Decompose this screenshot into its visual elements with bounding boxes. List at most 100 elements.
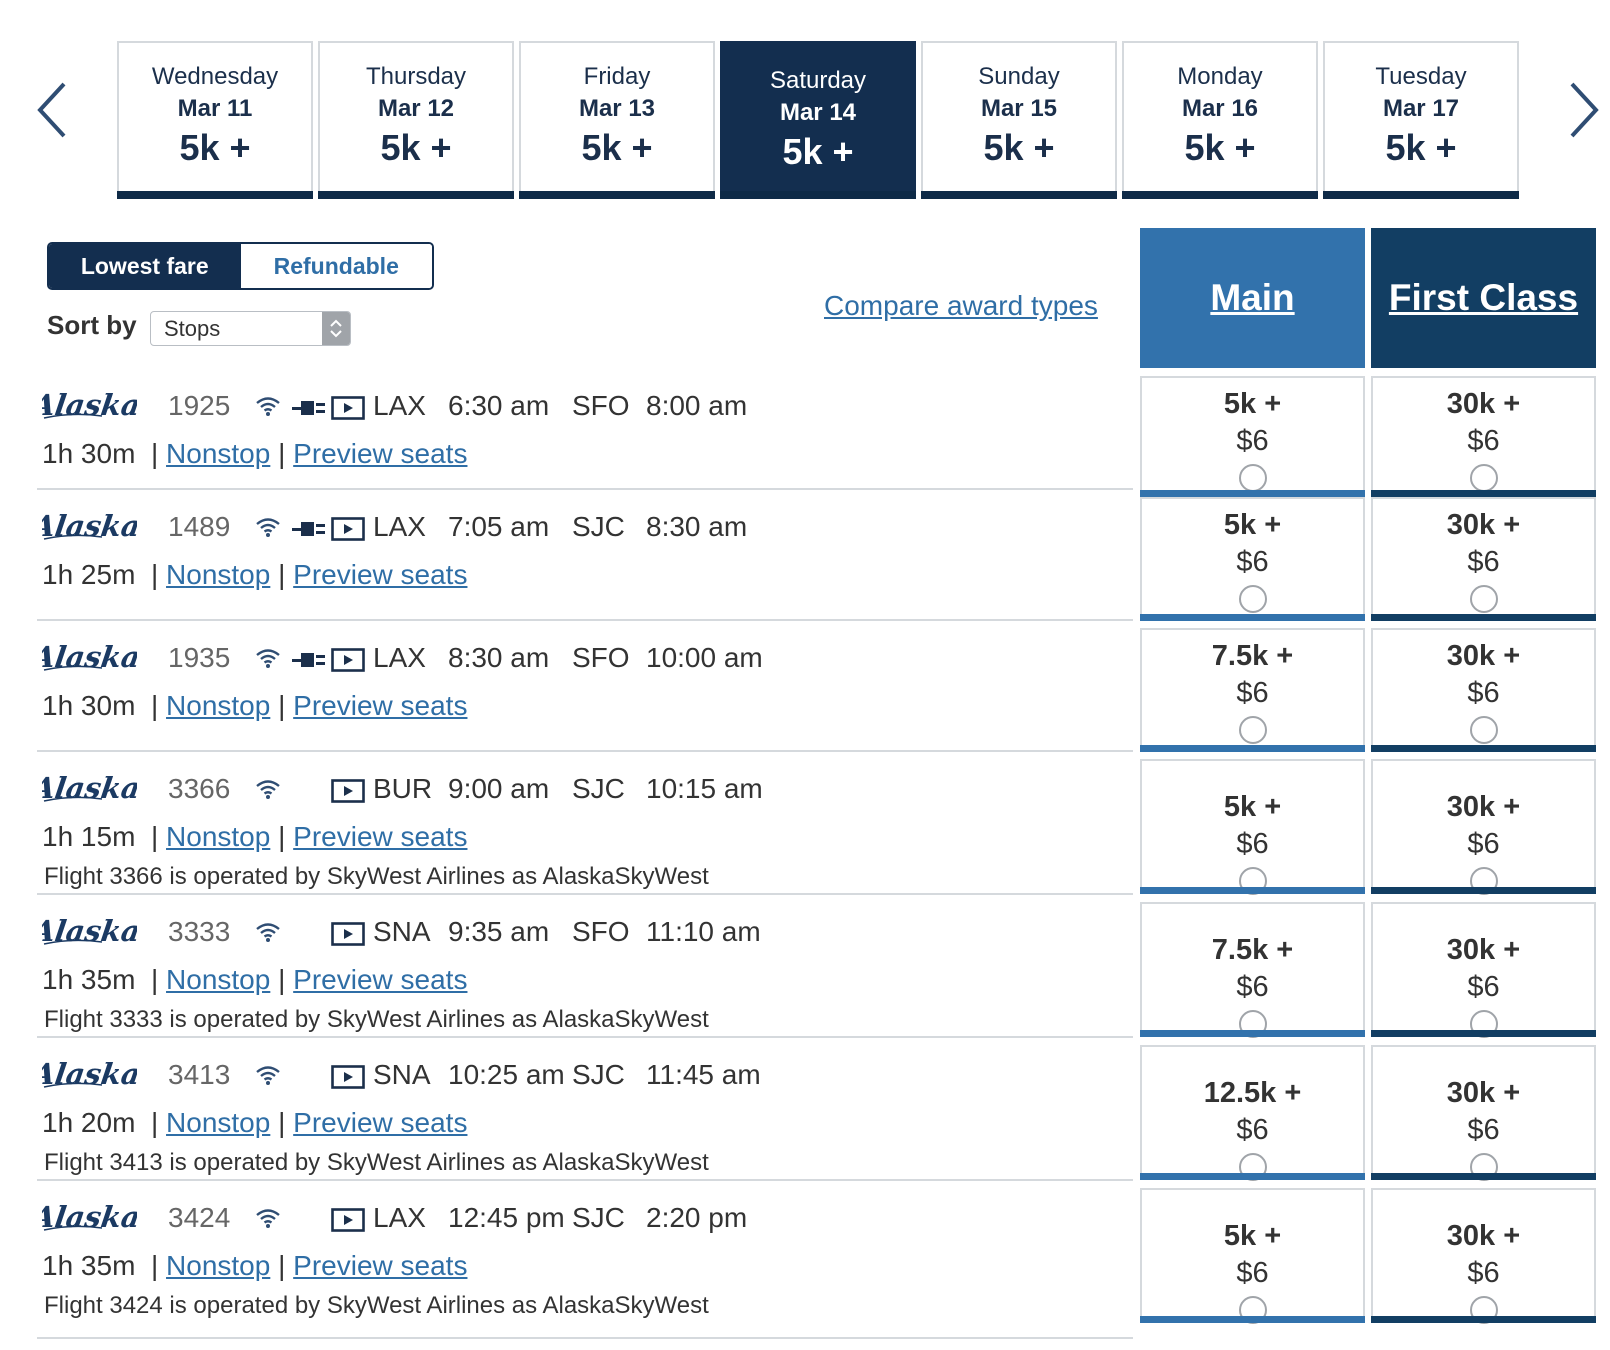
fare-radio[interactable]	[1238, 1296, 1267, 1324]
fare-radio[interactable]	[1469, 1153, 1498, 1181]
fare-radio[interactable]	[1238, 464, 1267, 492]
flight-duration: 1h 30m	[42, 690, 136, 721]
row-divider	[37, 619, 1133, 621]
fare-tax: $6	[1467, 1257, 1500, 1289]
flight-duration: 1h 25m	[42, 559, 136, 590]
fare-miles: 7.5k +	[1211, 934, 1294, 966]
date-tab[interactable]: Saturday Mar 14 5k +	[720, 41, 916, 199]
fare-cell-first[interactable]: 30k + $6	[1371, 1188, 1596, 1324]
preview-seats-link[interactable]: Preview seats	[293, 964, 468, 995]
fare-radio[interactable]	[1469, 716, 1498, 744]
fare-tax: $6	[1236, 1257, 1269, 1289]
nonstop-link[interactable]: Nonstop	[166, 438, 271, 469]
date-tab[interactable]: Wednesday Mar 11 5k +	[117, 41, 313, 199]
wifi-icon	[255, 647, 281, 669]
compare-award-types-link[interactable]: Compare award types	[824, 290, 1098, 321]
fare-cell-first[interactable]: 30k + $6	[1371, 497, 1596, 621]
fare-radio[interactable]	[1469, 867, 1498, 895]
fare-radio[interactable]	[1238, 867, 1267, 895]
nonstop-link[interactable]: Nonstop	[166, 821, 271, 852]
date-tab[interactable]: Sunday Mar 15 5k +	[921, 41, 1117, 199]
preview-seats-link[interactable]: Preview seats	[293, 690, 468, 721]
fare-miles: 5k +	[1223, 791, 1282, 823]
fare-radio[interactable]	[1238, 585, 1267, 613]
date-tab[interactable]: Friday Mar 13 5k +	[519, 41, 715, 199]
arrival-time: 8:30 am	[646, 511, 748, 542]
fare-cell-main[interactable]: 7.5k + $6	[1140, 902, 1365, 1038]
date-tab[interactable]: Tuesday Mar 17 5k +	[1323, 41, 1519, 199]
fare-cell-main[interactable]: 5k + $6	[1140, 759, 1365, 895]
fare-miles: 30k +	[1446, 1220, 1521, 1252]
date-tab-day: Sunday	[978, 63, 1060, 90]
lowest-fare-option[interactable]: Lowest fare	[49, 244, 241, 288]
fare-radio[interactable]	[1469, 585, 1498, 613]
date-tab-price: 5k +	[1184, 127, 1256, 168]
fare-cell-first[interactable]: 30k + $6	[1371, 759, 1596, 895]
nonstop-link[interactable]: Nonstop	[166, 1250, 271, 1281]
row-divider	[37, 893, 1133, 895]
fare-radio[interactable]	[1238, 716, 1267, 744]
separator: |	[270, 559, 294, 590]
separator: |	[135, 964, 167, 995]
preview-seats-link[interactable]: Preview seats	[293, 821, 468, 852]
arrival-time: 11:10 am	[646, 916, 761, 947]
fare-tax: $6	[1236, 828, 1269, 860]
fare-cell-main[interactable]: 5k + $6	[1140, 497, 1365, 621]
separator: |	[270, 438, 294, 469]
date-tab-date: Mar 13	[578, 95, 656, 122]
power-outlet-icon	[292, 649, 326, 671]
fare-cell-main[interactable]: 7.5k + $6	[1140, 628, 1365, 752]
preview-seats-link[interactable]: Preview seats	[293, 1107, 468, 1138]
operator-note: Flight 3333 is operated by SkyWest Airli…	[44, 1006, 709, 1033]
date-tab-date: Mar 15	[980, 95, 1058, 122]
row-divider	[37, 1337, 1133, 1339]
flight-details-line: 1h 15m | Nonstop | Preview seats	[42, 821, 467, 853]
fare-radio[interactable]	[1238, 1153, 1267, 1181]
fare-radio[interactable]	[1469, 464, 1498, 492]
flight-duration: 1h 30m	[42, 438, 136, 469]
fare-cell-first[interactable]: 30k + $6	[1371, 628, 1596, 752]
preview-seats-link[interactable]: Preview seats	[293, 1250, 468, 1281]
date-tab-date: Mar 12	[377, 95, 455, 122]
fare-tax: $6	[1467, 425, 1500, 457]
operator-note: Flight 3413 is operated by SkyWest Airli…	[44, 1149, 709, 1176]
row-divider	[37, 1179, 1133, 1181]
flight-details-line: 1h 20m | Nonstop | Preview seats	[42, 1107, 467, 1139]
preview-seats-link[interactable]: Preview seats	[293, 559, 468, 590]
departure-time: 8:30 am	[448, 642, 550, 673]
date-tab[interactable]: Thursday Mar 12 5k +	[318, 41, 514, 199]
fare-cell-first[interactable]: 30k + $6	[1371, 376, 1596, 497]
fare-cell-main[interactable]: 5k + $6	[1140, 1188, 1365, 1324]
flight-number: 1489	[168, 511, 231, 542]
fare-radio[interactable]	[1469, 1296, 1498, 1324]
svg-text:Alaska: Alaska	[42, 914, 137, 948]
nonstop-link[interactable]: Nonstop	[166, 559, 271, 590]
fare-cell-first[interactable]: 30k + $6	[1371, 902, 1596, 1038]
fare-cell-main[interactable]: 12.5k + $6	[1140, 1045, 1365, 1181]
cabin-header-first-class[interactable]: First Class	[1371, 228, 1596, 368]
fare-cell-first[interactable]: 30k + $6	[1371, 1045, 1596, 1181]
cabin-header-main[interactable]: Main	[1140, 228, 1365, 368]
row-divider	[37, 750, 1133, 752]
flight-duration: 1h 35m	[42, 1250, 136, 1281]
refundable-option[interactable]: Refundable	[240, 244, 432, 288]
wifi-icon	[255, 1207, 281, 1229]
nonstop-link[interactable]: Nonstop	[166, 964, 271, 995]
chevron-right-icon[interactable]	[1562, 80, 1602, 140]
nonstop-link[interactable]: Nonstop	[166, 1107, 271, 1138]
chevron-left-icon[interactable]	[34, 80, 74, 140]
sort-select[interactable]: Stops	[150, 311, 351, 346]
preview-seats-link[interactable]: Preview seats	[293, 438, 468, 469]
date-tab-date: Mar 16	[1181, 95, 1259, 122]
fare-radio[interactable]	[1238, 1010, 1267, 1038]
destination-airport: SJC	[572, 1202, 625, 1233]
fare-cell-main[interactable]: 5k + $6	[1140, 376, 1365, 497]
fare-miles: 5k +	[1223, 388, 1282, 420]
date-tab[interactable]: Monday Mar 16 5k +	[1122, 41, 1318, 199]
flight-number: 3413	[168, 1059, 231, 1090]
fare-radio[interactable]	[1469, 1010, 1498, 1038]
nonstop-link[interactable]: Nonstop	[166, 690, 271, 721]
fare-miles: 30k +	[1446, 1077, 1521, 1109]
date-tab-price: 5k +	[782, 131, 854, 172]
arrival-time: 11:45 am	[646, 1059, 761, 1090]
